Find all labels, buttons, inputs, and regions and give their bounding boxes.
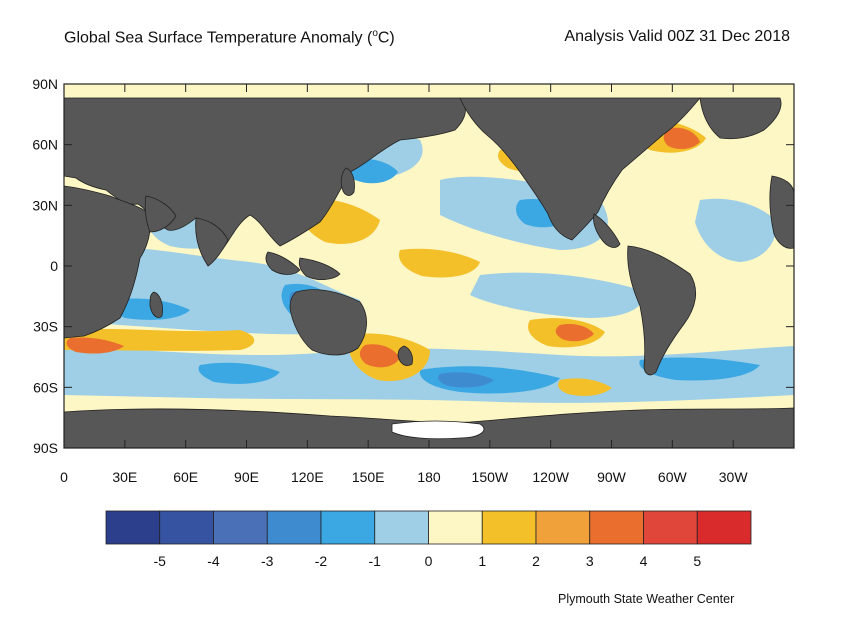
australia-land [289, 289, 367, 356]
colorbar-swatch [589, 510, 644, 545]
colorbar-label: 5 [693, 553, 701, 569]
india-land [195, 217, 229, 267]
colorbar-label: -4 [207, 553, 220, 569]
colorbar-swatch [428, 510, 483, 545]
latitude-axis: 90N 60N 30N 0 30S 60S 90S [32, 76, 794, 456]
new-zealand-land [397, 345, 413, 366]
map-title-unit: C) [377, 29, 395, 47]
lon-label: 30W [719, 469, 749, 485]
lon-label: 150W [472, 469, 509, 485]
madagascar-land [149, 291, 163, 318]
ross-ice-shelf [391, 420, 485, 440]
south-america-land [627, 245, 697, 376]
lat-label: 90N [32, 76, 58, 92]
lon-label: 90E [234, 469, 259, 485]
degree-symbol: o [372, 28, 378, 39]
colorbar-label: 4 [640, 553, 648, 569]
credit-text: Plymouth State Weather Center [558, 592, 735, 606]
lon-label: 0 [60, 469, 68, 485]
colorbar-label: 0 [425, 553, 433, 569]
colorbar [105, 510, 752, 545]
colorbar-label: -2 [315, 553, 328, 569]
colorbar-label: -5 [154, 553, 167, 569]
lat-label: 60N [32, 137, 58, 153]
lat-label: 90S [33, 440, 58, 456]
colorbar-swatch [159, 510, 214, 545]
lat-label: 30N [32, 197, 58, 213]
longitude-axis: 0 30E 60E 90E 120E 150E 180 150W 120W 90W 60W 30W [60, 84, 748, 485]
colorbar-swatch [481, 510, 537, 545]
japan-land [340, 167, 355, 196]
map-area [64, 84, 794, 448]
colorbar-swatch [696, 510, 752, 545]
colorbar-label: 3 [586, 553, 594, 569]
arabia-land [144, 195, 177, 233]
colorbar-label: 1 [478, 553, 486, 569]
colorbar-swatch [105, 510, 161, 545]
southeast-asia-islands [265, 251, 301, 275]
colorbar-swatch [266, 510, 322, 545]
strong-warm-patches [66, 127, 700, 368]
lat-label: 60S [33, 379, 58, 395]
colorbar-labels: -5 -4 -3 -2 -1 0 1 2 3 4 5 [154, 553, 702, 569]
lon-label: 120W [532, 469, 569, 485]
colorbar-label: 2 [532, 553, 540, 569]
colorbar-swatch [643, 510, 698, 545]
map-title-text: Global Sea Surface Temperature Anomaly ( [64, 29, 373, 47]
colorbar-label: -1 [369, 553, 382, 569]
central-america-land [593, 213, 621, 248]
lat-label: 30S [33, 319, 58, 335]
western-europe-land [769, 175, 794, 249]
colorbar-swatch [213, 510, 268, 545]
lon-label: 30E [112, 469, 137, 485]
lon-label: 60E [173, 469, 198, 485]
lat-label: 0 [50, 258, 58, 274]
north-america-land [459, 97, 701, 241]
lon-label: 150E [352, 469, 385, 485]
colorbar-label: -3 [261, 553, 274, 569]
lon-label: 90W [597, 469, 627, 485]
colorbar-swatch [374, 510, 429, 545]
lon-label: 120E [291, 469, 324, 485]
lon-label: 60W [658, 469, 688, 485]
africa-land [64, 185, 151, 339]
lon-label: 180 [417, 469, 441, 485]
map-title: Global Sea Surface Temperature Anomaly (… [64, 28, 395, 47]
analysis-valid-time: Analysis Valid 00Z 31 Dec 2018 [564, 28, 790, 45]
colorbar-swatch [535, 510, 591, 545]
greenland-land [699, 97, 782, 140]
colorbar-swatch [320, 510, 376, 545]
